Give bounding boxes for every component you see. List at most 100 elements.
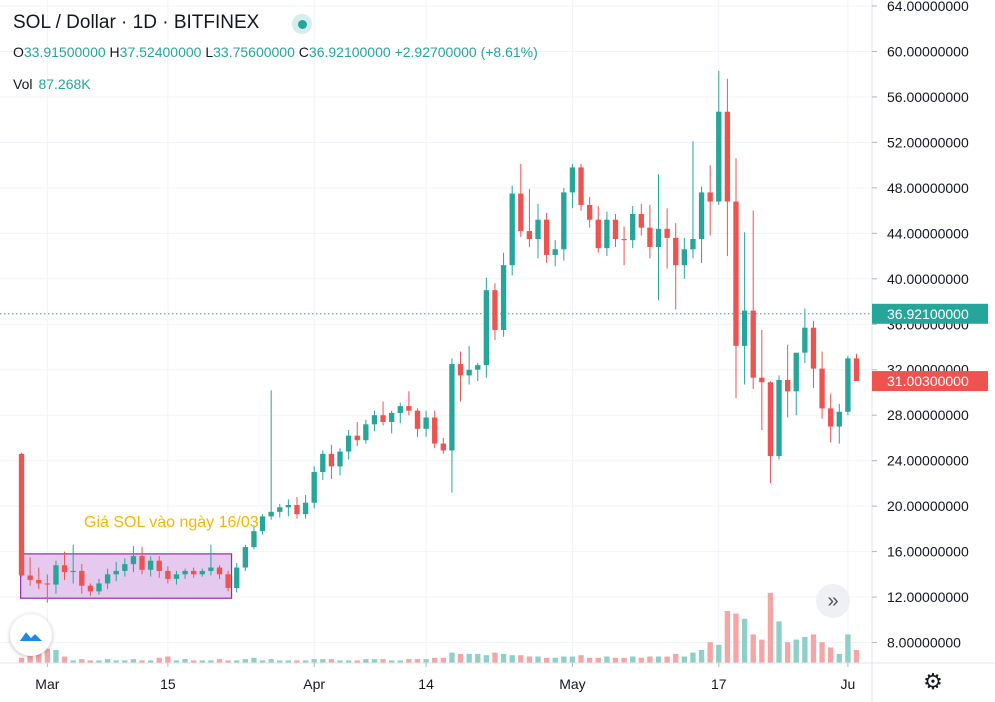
gear-icon[interactable]: ⚙ — [923, 669, 943, 694]
candle-body — [320, 453, 326, 473]
volume-bar — [595, 657, 601, 663]
candle-body — [440, 443, 446, 451]
candle-body — [122, 564, 128, 571]
volume-bar — [784, 642, 791, 663]
candle-body — [492, 290, 498, 330]
candle-body — [673, 237, 679, 266]
volume-legend: Vol 87.268K — [13, 76, 91, 92]
market-status-icon[interactable] — [292, 14, 312, 34]
candle-body — [259, 516, 266, 532]
candle-body — [509, 193, 515, 266]
volume-bar — [371, 659, 378, 663]
volume-bar — [698, 650, 705, 663]
candle-body — [750, 310, 756, 378]
candle-body — [475, 365, 481, 370]
time-tick-label: 14 — [418, 676, 434, 692]
candle-body — [457, 364, 464, 376]
time-tick-label: Apr — [303, 676, 325, 692]
volume-bar — [268, 659, 274, 663]
candle-body — [500, 265, 507, 330]
volume-bar — [61, 656, 68, 663]
volume-bar — [130, 659, 137, 663]
volume-bar — [53, 650, 59, 663]
candle-body — [199, 570, 205, 575]
candle-body — [423, 417, 429, 429]
volume-bar — [492, 652, 498, 663]
open-value: 33.91500000 — [23, 44, 106, 60]
candle-body — [733, 201, 739, 346]
volume-bar — [242, 659, 248, 663]
high-label: H — [109, 44, 120, 60]
volume-bar — [793, 639, 799, 663]
time-tick-label: Ju — [840, 676, 855, 692]
candle-body — [432, 417, 438, 444]
candle-body — [380, 415, 386, 423]
volume-bar — [104, 659, 111, 663]
volume-bar — [810, 634, 817, 663]
candle-body — [87, 585, 94, 592]
tradingview-logo-icon[interactable] — [10, 614, 52, 656]
candle-body — [208, 567, 214, 571]
candle-body — [543, 219, 550, 255]
candle-body — [251, 531, 257, 548]
candle-body — [810, 327, 817, 369]
candle-body — [612, 219, 619, 240]
volume-bar — [612, 657, 619, 663]
candle-body — [147, 560, 154, 570]
candle-body — [681, 249, 688, 266]
candle-body — [182, 570, 188, 575]
candle-body — [53, 565, 59, 585]
volume-bar — [156, 657, 162, 663]
candle-body — [79, 570, 85, 586]
volume-bar — [621, 657, 627, 663]
volume-bar — [199, 660, 205, 663]
ohlc-legend: O33.91500000 H37.52400000 L33.75600000 C… — [13, 44, 538, 60]
volume-bar — [750, 634, 756, 663]
volume-bar — [741, 618, 748, 663]
double-chevron-right-icon[interactable]: » — [816, 584, 850, 618]
candle-body — [328, 453, 335, 467]
volume-bar — [759, 639, 765, 663]
candle-body — [70, 570, 76, 573]
volume-bars — [18, 592, 860, 663]
candle-body — [345, 435, 352, 452]
volume-bar — [277, 660, 283, 663]
symbol-title[interactable]: SOL / Dollar · 1D · BITFINEX — [13, 12, 260, 33]
time-tick-label: 17 — [711, 676, 727, 692]
volume-bar — [518, 655, 524, 663]
volume-bar — [182, 659, 188, 663]
candle-body — [363, 424, 369, 441]
time-axis-background — [0, 663, 872, 702]
volume-bar — [638, 657, 644, 663]
candle-body — [561, 192, 567, 250]
volume-bar — [552, 657, 558, 663]
volume-value: 87.268K — [38, 76, 91, 92]
volume-bar — [354, 660, 360, 663]
candle-body — [595, 219, 601, 249]
price-tick-label: 52.00000000 — [887, 134, 969, 150]
candle-body — [285, 505, 292, 508]
volume-bar — [234, 660, 240, 663]
volume-bar — [191, 660, 197, 663]
candle-body — [569, 167, 576, 193]
candle-body — [664, 228, 670, 238]
price-tick-label: 8.00000000 — [887, 635, 961, 651]
volume-bar — [397, 660, 403, 663]
candle-body — [647, 227, 653, 247]
volume-bar — [733, 613, 739, 663]
volume-bar — [328, 659, 335, 663]
candle-body — [113, 570, 119, 575]
price-tag-last-label: 36.92100000 — [887, 306, 969, 322]
time-tick-label: 15 — [160, 676, 176, 692]
volume-bar — [673, 653, 679, 663]
candle-body — [388, 412, 395, 423]
volume-bar — [681, 656, 688, 663]
volume-bar — [173, 660, 180, 663]
annotation-text: Giá SOL vào ngày 16/03 — [84, 514, 259, 531]
candle-body — [156, 560, 162, 571]
volume-bar — [96, 660, 102, 663]
volume-bar — [483, 655, 490, 663]
candle-body — [724, 111, 731, 202]
